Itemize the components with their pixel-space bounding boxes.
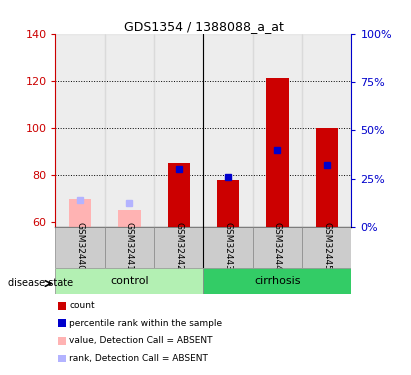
Bar [203, 268, 351, 294]
Bar [253, 34, 302, 227]
Bar [168, 163, 190, 227]
Bar [58, 302, 66, 309]
Bar [302, 227, 351, 268]
Bar [55, 34, 105, 227]
Text: GSM32445: GSM32445 [322, 222, 331, 271]
Bar [316, 128, 338, 227]
Bar [55, 268, 203, 294]
Bar [58, 337, 66, 345]
Bar [253, 227, 302, 268]
Bar [302, 34, 351, 227]
Text: GSM32444: GSM32444 [273, 222, 282, 271]
Bar [58, 320, 66, 327]
Text: percentile rank within the sample: percentile rank within the sample [69, 319, 222, 328]
Text: value, Detection Call = ABSENT: value, Detection Call = ABSENT [69, 336, 212, 345]
Bar [154, 227, 203, 268]
Text: control: control [110, 276, 149, 286]
Text: GSM32441: GSM32441 [125, 222, 134, 271]
Text: GSM32442: GSM32442 [174, 222, 183, 271]
Bar [154, 34, 203, 227]
Bar [105, 227, 154, 268]
Text: cirrhosis: cirrhosis [254, 276, 301, 286]
Bar [69, 199, 91, 227]
Bar [55, 227, 105, 268]
Title: GDS1354 / 1388088_a_at: GDS1354 / 1388088_a_at [124, 20, 283, 33]
Text: rank, Detection Call = ABSENT: rank, Detection Call = ABSENT [69, 354, 208, 363]
Text: GSM32443: GSM32443 [224, 222, 233, 271]
Bar [58, 355, 66, 362]
Bar [203, 227, 253, 268]
Text: count: count [69, 301, 95, 310]
Text: disease state: disease state [8, 278, 73, 288]
Bar [266, 78, 289, 227]
Bar [217, 180, 239, 227]
Bar [203, 34, 253, 227]
Text: GSM32440: GSM32440 [76, 222, 85, 271]
Bar [105, 34, 154, 227]
Bar [118, 210, 141, 227]
